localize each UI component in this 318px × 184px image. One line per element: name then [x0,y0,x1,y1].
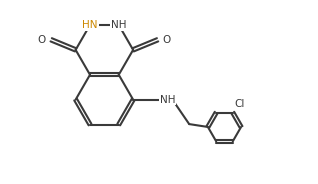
Text: NH: NH [111,20,127,30]
Text: Cl: Cl [234,99,245,109]
Text: HN: HN [82,20,98,30]
Text: O: O [163,35,171,45]
Text: O: O [38,35,46,45]
Text: NH: NH [160,95,175,105]
